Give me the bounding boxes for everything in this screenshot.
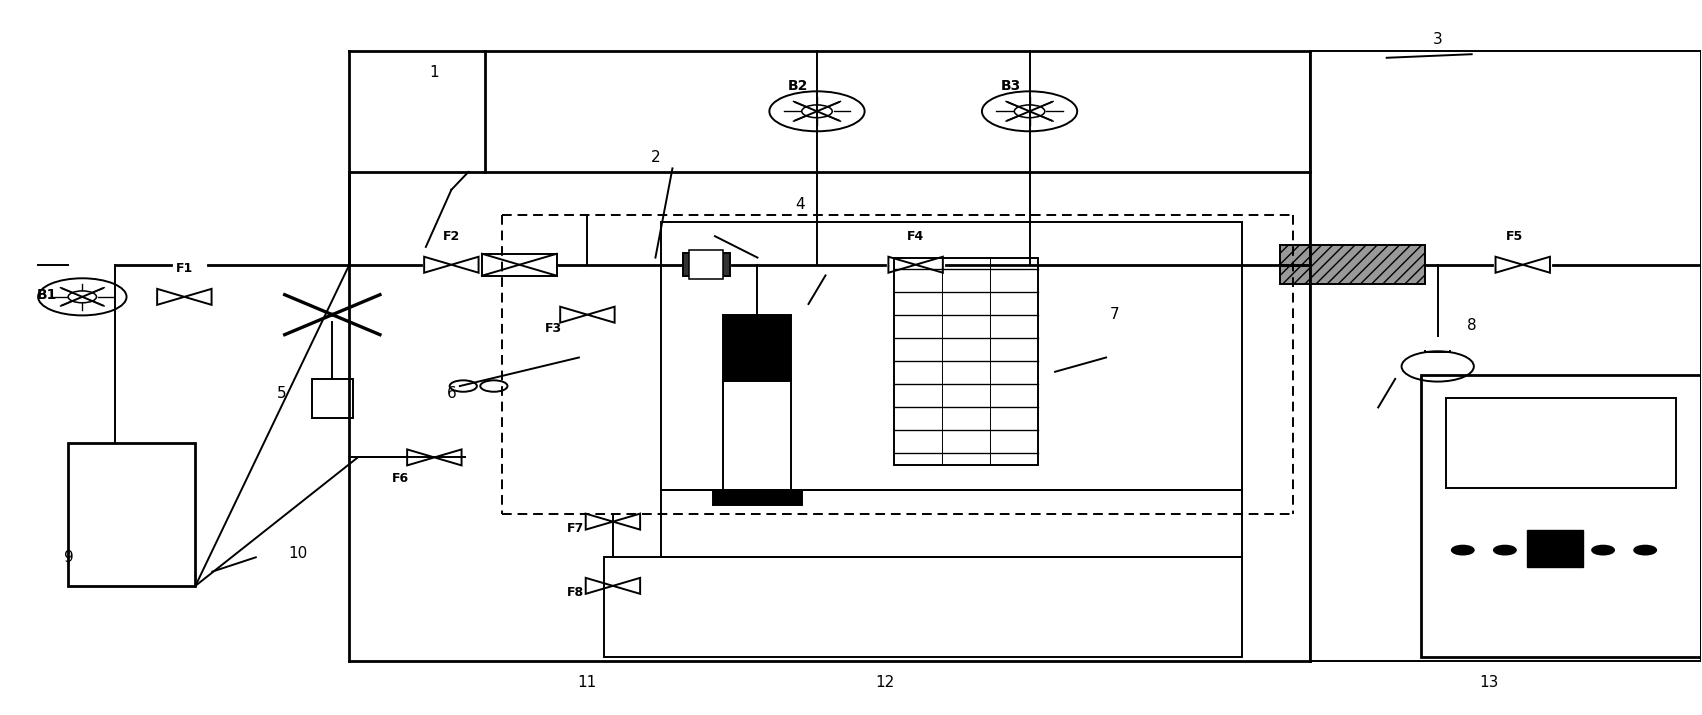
Bar xyxy=(1527,531,1583,567)
Circle shape xyxy=(1634,546,1656,555)
Text: 12: 12 xyxy=(875,675,895,690)
Text: F1: F1 xyxy=(175,262,192,275)
Text: 4: 4 xyxy=(795,197,805,212)
Bar xyxy=(713,490,802,506)
Text: 7: 7 xyxy=(1110,307,1120,322)
Text: 13: 13 xyxy=(1479,675,1498,690)
Bar xyxy=(1421,375,1702,657)
Bar xyxy=(894,257,1038,465)
Text: 6: 6 xyxy=(446,385,456,400)
Text: F2: F2 xyxy=(443,230,460,242)
Text: 11: 11 xyxy=(577,675,597,690)
Circle shape xyxy=(1544,546,1566,555)
Text: F7: F7 xyxy=(567,522,584,536)
Text: 8: 8 xyxy=(1467,318,1477,333)
Text: B3: B3 xyxy=(1001,79,1021,94)
Text: B2: B2 xyxy=(788,79,808,94)
Text: 10: 10 xyxy=(289,546,308,561)
Text: 9: 9 xyxy=(65,550,73,565)
Text: F4: F4 xyxy=(907,230,924,242)
Text: F5: F5 xyxy=(1506,230,1523,242)
Bar xyxy=(604,557,1242,657)
Text: 1: 1 xyxy=(429,64,439,79)
Bar xyxy=(1280,245,1425,285)
Text: 2: 2 xyxy=(650,150,660,165)
Circle shape xyxy=(1452,546,1474,555)
Text: 5: 5 xyxy=(276,385,286,400)
Circle shape xyxy=(1591,546,1613,555)
Bar xyxy=(683,253,730,276)
Bar xyxy=(660,490,1242,557)
Text: F8: F8 xyxy=(567,586,584,599)
Bar xyxy=(723,381,791,490)
Bar xyxy=(482,254,557,276)
Bar xyxy=(660,222,1242,490)
Bar xyxy=(689,250,723,279)
Bar xyxy=(311,379,352,418)
Circle shape xyxy=(1494,546,1516,555)
Text: F3: F3 xyxy=(545,322,562,335)
Bar xyxy=(1447,398,1676,488)
Text: B1: B1 xyxy=(36,288,56,302)
Bar xyxy=(723,315,791,381)
Text: F6: F6 xyxy=(391,473,408,485)
Bar xyxy=(68,443,196,586)
Text: 3: 3 xyxy=(1433,32,1443,47)
